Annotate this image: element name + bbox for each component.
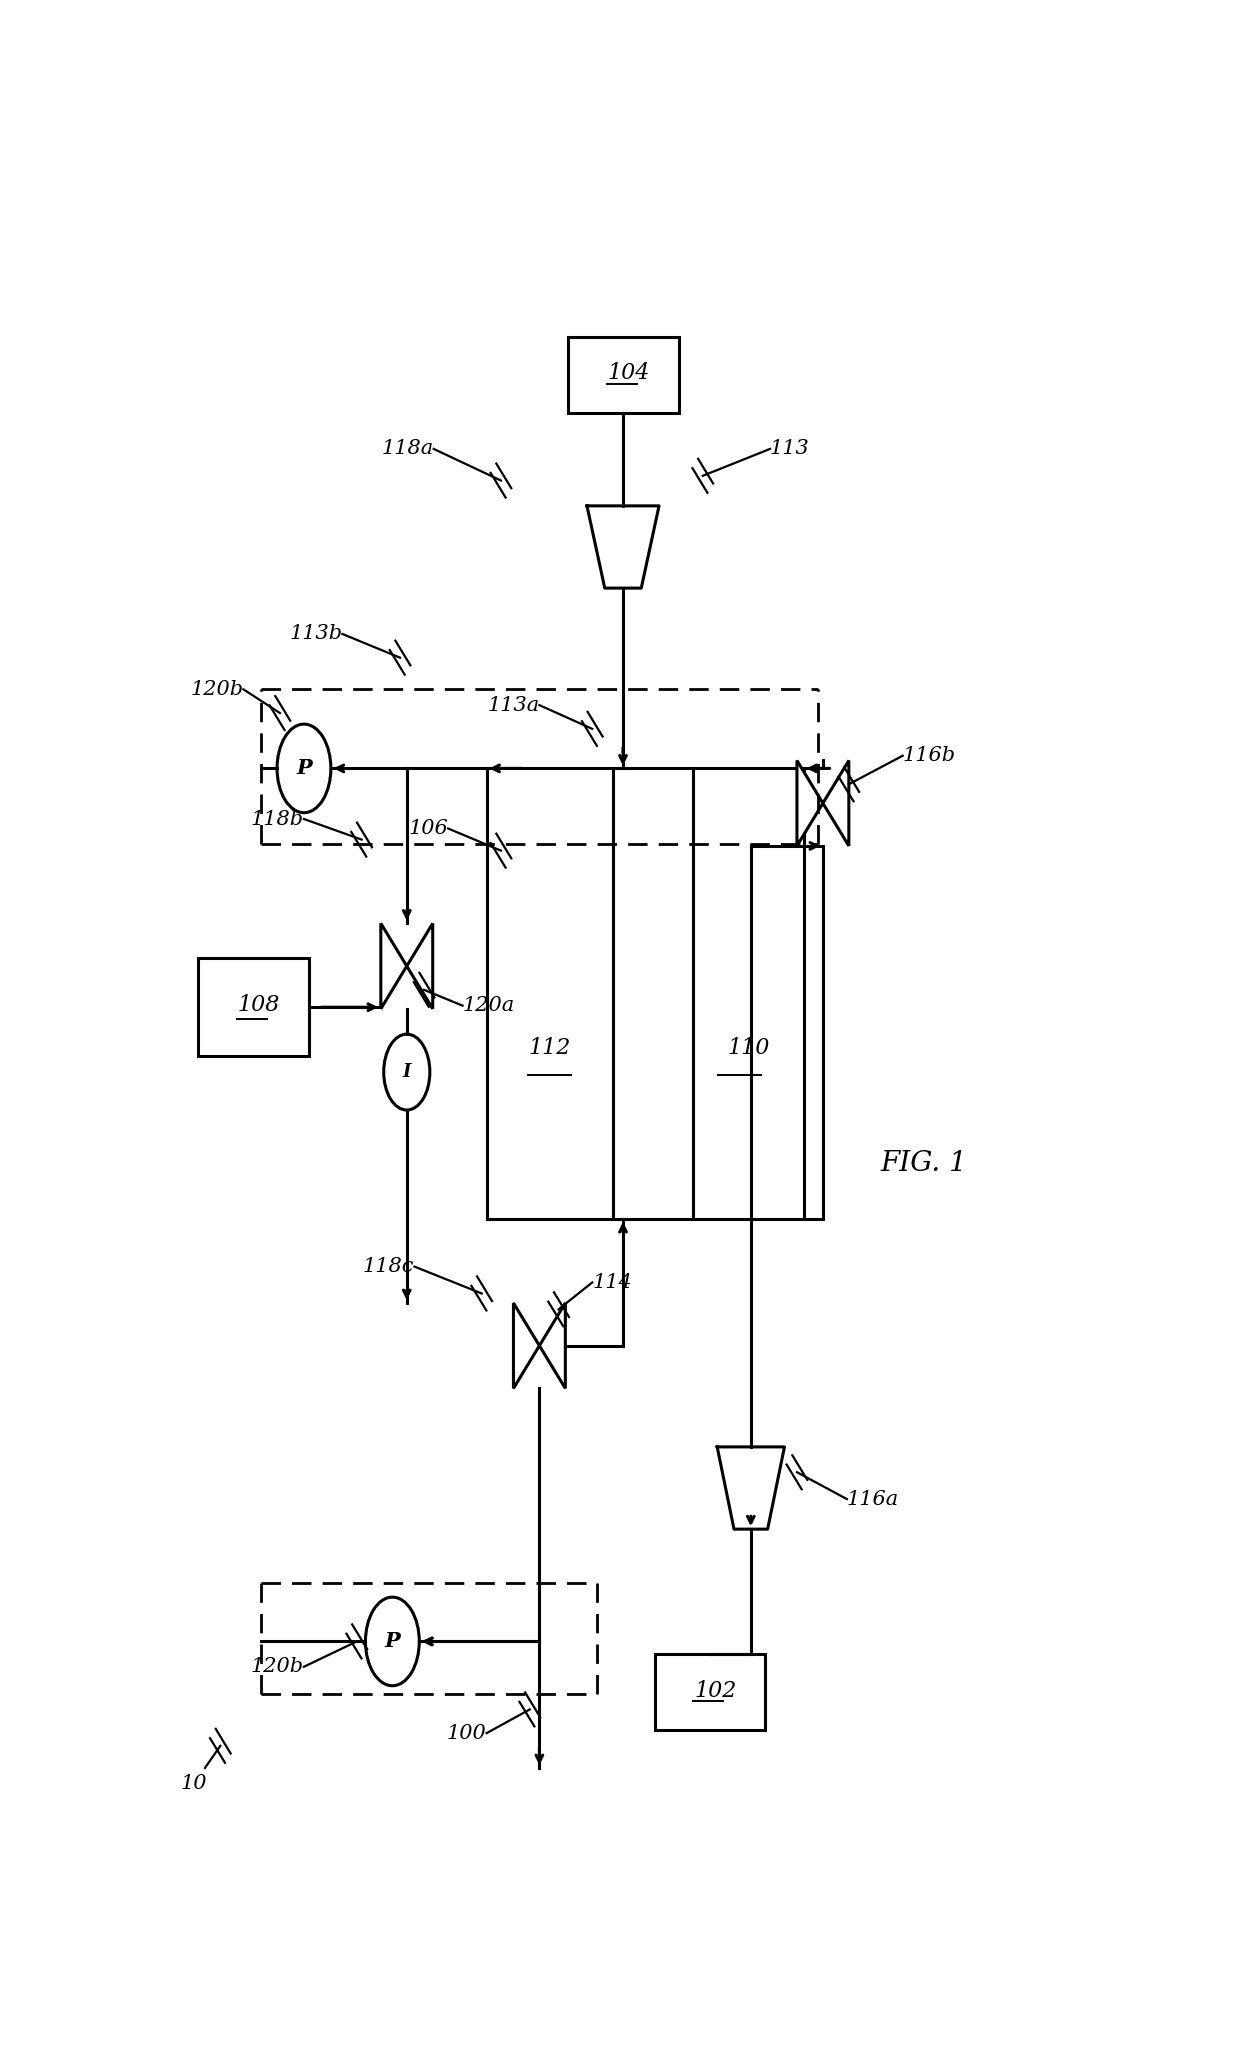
Text: 104: 104 (608, 362, 650, 384)
Text: P: P (384, 1631, 401, 1651)
Text: 120a: 120a (463, 996, 515, 1015)
Text: 100: 100 (446, 1723, 486, 1742)
Text: 113b: 113b (289, 624, 342, 643)
Text: 112: 112 (528, 1037, 572, 1060)
Text: 118c: 118c (363, 1257, 414, 1276)
Text: 120b: 120b (190, 680, 243, 698)
Text: 106: 106 (408, 820, 448, 838)
Polygon shape (407, 924, 433, 1009)
Bar (568, 337, 678, 413)
Polygon shape (381, 924, 407, 1009)
Text: 10: 10 (180, 1775, 207, 1793)
Text: I: I (403, 1064, 410, 1080)
Polygon shape (539, 1302, 565, 1389)
Polygon shape (823, 760, 849, 846)
Text: 110: 110 (727, 1037, 769, 1060)
Polygon shape (513, 1302, 539, 1389)
Bar (198, 957, 309, 1056)
Bar (486, 768, 804, 1220)
Text: 116a: 116a (847, 1489, 899, 1508)
Polygon shape (797, 760, 823, 846)
Bar (655, 1653, 765, 1729)
Text: P: P (296, 758, 311, 778)
Text: 113a: 113a (487, 696, 539, 715)
Text: FIG. 1: FIG. 1 (880, 1150, 967, 1177)
Text: 118b: 118b (250, 809, 304, 828)
Text: 120b: 120b (250, 1658, 304, 1676)
Text: 116b: 116b (903, 746, 956, 766)
Text: 118a: 118a (382, 440, 434, 458)
Text: 114: 114 (593, 1273, 632, 1292)
Text: 108: 108 (238, 994, 280, 1017)
Text: 113: 113 (770, 440, 810, 458)
Text: 102: 102 (694, 1680, 737, 1701)
